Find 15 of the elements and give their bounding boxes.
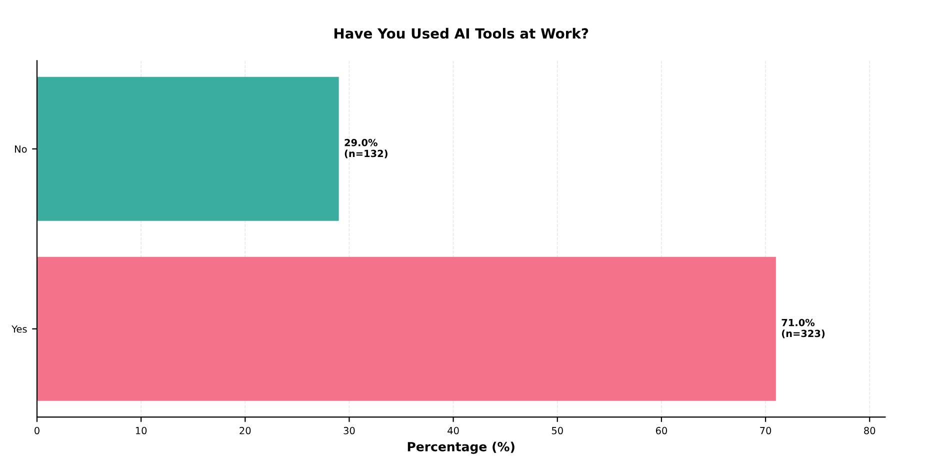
chart-title: Have You Used AI Tools at Work? [334,28,588,39]
x-tick-label: 40 [448,426,459,434]
x-tick-label: 50 [552,426,563,434]
x-tick-label: 70 [760,426,772,434]
x-tick-label: 30 [344,426,355,434]
x-tick-label: 60 [656,426,667,434]
y-tick-label: No [15,145,27,153]
x-tick-label: 80 [864,426,876,434]
y-tick-label: Yes [12,325,27,333]
x-tick-label: 20 [240,426,251,434]
data-label: 29.0% (n=132) [344,138,388,158]
x-tick-label: 0 [34,426,40,434]
x-tick-label: 10 [136,426,147,434]
data-label: 71.0% (n=323) [782,318,825,338]
x-axis-title: Percentage (%) [408,442,514,454]
